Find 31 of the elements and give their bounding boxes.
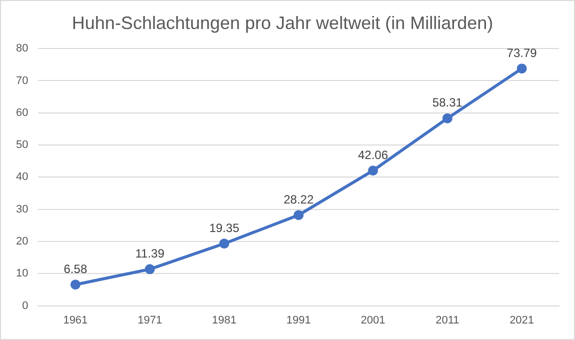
x-tick-label: 1991	[286, 314, 311, 326]
point	[219, 238, 230, 249]
x-tick-label: 1971	[138, 314, 162, 326]
point	[442, 113, 452, 124]
y-tick-label: 60	[16, 106, 28, 119]
y-tick-label: 10	[16, 268, 28, 280]
y-tick-label: 40	[16, 171, 28, 184]
x-tick-label: 1981	[212, 314, 236, 326]
x-tick-label: 2011	[436, 314, 460, 326]
data-label: 6.58	[64, 262, 88, 276]
data-label: 28.22	[284, 192, 314, 206]
y-tick-label: 50	[16, 139, 28, 152]
data-label: 42.06	[358, 148, 388, 162]
point	[294, 210, 304, 220]
x-tick-label: 2001	[360, 314, 386, 326]
point	[368, 166, 378, 176]
point	[70, 280, 80, 290]
data-label: 73.79	[506, 46, 538, 60]
point	[144, 264, 155, 274]
y-tick-label: 30	[16, 203, 28, 216]
y-tick-label: 20	[16, 236, 28, 248]
y-tick-label: 70	[16, 74, 28, 87]
data-label: 11.39	[135, 246, 165, 260]
y-tick-label: 0	[22, 300, 28, 312]
x-tick-label: 1961	[63, 314, 88, 326]
y-tick-label: 80	[16, 42, 28, 55]
x-tick-label: 2021	[510, 314, 534, 326]
data-label: 19.35	[209, 220, 240, 235]
data-label: 58.31	[432, 96, 463, 110]
chart-title: Huhn-Schlachtungen pro Jahr weltweit (in Milliarden)	[72, 12, 494, 33]
point	[516, 64, 527, 74]
